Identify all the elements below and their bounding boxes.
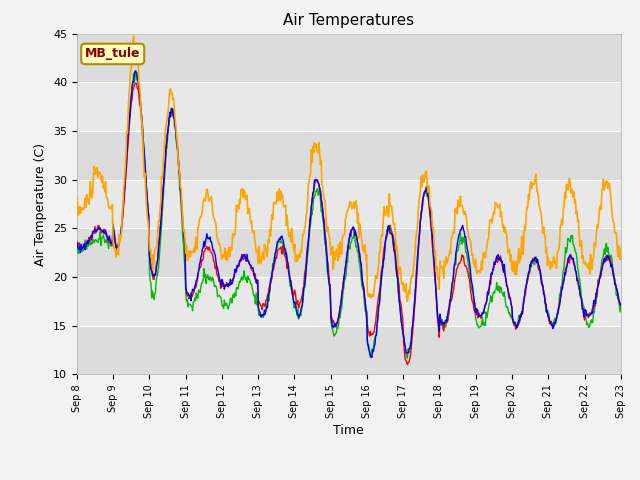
li75_t: [433, 290, 440, 296]
Tsonic: [404, 299, 412, 304]
li77_temp: [617, 302, 625, 308]
Bar: [77, 228, 621, 277]
li77_temp: [195, 287, 202, 293]
AirT: [132, 80, 140, 86]
Tsonic: [140, 154, 147, 159]
AirT: [195, 267, 202, 273]
Bar: [77, 131, 621, 180]
li75_t: [617, 301, 625, 307]
Y-axis label: Air Temperature (C): Air Temperature (C): [35, 143, 47, 265]
Bar: [77, 180, 621, 228]
Tsonic: [617, 245, 625, 251]
li75_t: [131, 68, 139, 74]
Bar: [77, 277, 621, 326]
li75_t: [417, 218, 424, 224]
li77_temp: [140, 140, 147, 146]
Line: li75_t: li75_t: [77, 71, 621, 358]
Line: Tsonic: Tsonic: [77, 36, 621, 301]
Tsonic: [83, 192, 90, 197]
li75_t: [140, 138, 147, 144]
Bar: [77, 34, 621, 82]
li77_temp: [433, 288, 440, 293]
li77_temp: [417, 219, 424, 225]
AirT: [140, 147, 147, 153]
Tsonic: [433, 268, 440, 274]
Line: AirT: AirT: [77, 83, 621, 365]
Tsonic: [223, 257, 231, 263]
AirT: [617, 302, 625, 308]
li77_temp: [73, 245, 81, 251]
Bar: [77, 326, 621, 374]
li77_temp: [132, 68, 140, 73]
li75_t: [195, 268, 202, 274]
Text: MB_tule: MB_tule: [85, 48, 140, 60]
li77_temp: [223, 304, 231, 310]
li75_t: [73, 239, 81, 245]
Bar: [77, 82, 621, 131]
Tsonic: [130, 33, 138, 39]
Title: Air Temperatures: Air Temperatures: [284, 13, 414, 28]
Line: li77_temp: li77_temp: [77, 71, 621, 358]
li75_t: [368, 355, 376, 360]
Tsonic: [417, 191, 424, 197]
li75_t: [223, 282, 231, 288]
AirT: [417, 221, 424, 227]
li77_temp: [83, 246, 90, 252]
X-axis label: Time: Time: [333, 424, 364, 437]
AirT: [223, 281, 231, 287]
Legend: AirT, li75_t, li77_temp, Tsonic: AirT, li75_t, li77_temp, Tsonic: [175, 476, 522, 480]
AirT: [83, 240, 90, 246]
li75_t: [83, 241, 90, 247]
AirT: [73, 239, 81, 245]
Tsonic: [195, 224, 202, 230]
AirT: [404, 362, 412, 368]
li77_temp: [404, 355, 412, 361]
AirT: [433, 294, 440, 300]
Tsonic: [73, 193, 81, 199]
